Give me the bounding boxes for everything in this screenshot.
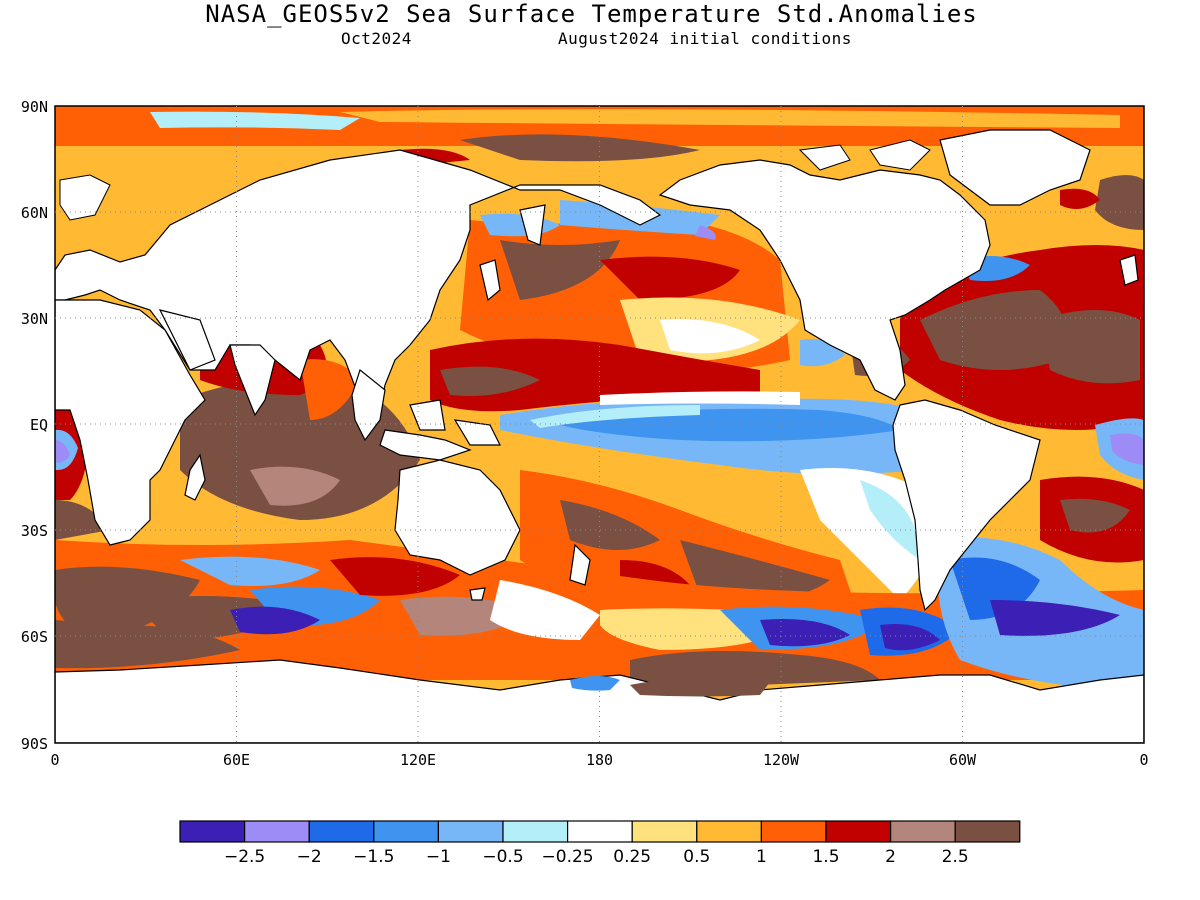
colorbar-tick-label: 1.5 xyxy=(812,847,839,867)
init-conditions-label: August2024 initial conditions xyxy=(558,29,852,48)
colorbar-tick-label: 2 xyxy=(885,847,896,867)
colorbar-swatch xyxy=(502,820,569,843)
colorbar-tick-label: −1.5 xyxy=(353,847,394,867)
colorbar-swatch xyxy=(437,820,504,843)
colorbar-swatch xyxy=(308,820,375,843)
colorbar-swatch xyxy=(179,820,246,843)
colorbar-tick-label: −2.5 xyxy=(224,847,265,867)
colorbar: −2.5 −2 −1.5 −1 −0.5 −0.25 0.25 0.5 1 1.5 2 2.5 xyxy=(179,820,1021,867)
colorbar-swatch xyxy=(244,820,310,843)
lat-label-90s: 90S xyxy=(21,735,48,753)
lat-label-60s: 60S xyxy=(21,628,48,646)
colorbar-tick-label: −0.5 xyxy=(482,847,523,867)
colorbar-tick-label: −1 xyxy=(426,847,451,867)
colorbar-tick-label: 1 xyxy=(756,847,767,867)
lon-label-180: 180 xyxy=(586,751,613,769)
latitude-labels: 90N 60N 30N EQ 30S 60S 90S xyxy=(21,98,48,753)
lon-label-0-left: 0 xyxy=(50,751,59,769)
colorbar-swatch xyxy=(760,820,827,843)
colorbar-tick-label: 2.5 xyxy=(942,847,969,867)
lon-label-120e: 120E xyxy=(400,751,436,769)
colorbar-tick-label: −2 xyxy=(297,847,322,867)
colorbar-swatch xyxy=(696,820,762,843)
colorbar-tick-label: 0.5 xyxy=(683,847,710,867)
lat-label-60n: 60N xyxy=(21,204,48,222)
valid-month-label: Oct2024 xyxy=(341,29,412,48)
lat-label-30s: 30S xyxy=(21,522,48,540)
lat-label-eq: EQ xyxy=(30,416,48,434)
colorbar-tick-label: −0.25 xyxy=(542,847,594,867)
map-title: NASA_GEOS5v2 Sea Surface Temperature Std… xyxy=(205,0,978,28)
lon-label-60w: 60W xyxy=(949,751,977,769)
colorbar-tick-label: 0.25 xyxy=(613,847,651,867)
longitude-labels: 0 60E 120E 180 120W 60W 0 xyxy=(50,751,1148,769)
colorbar-swatch xyxy=(566,820,633,843)
colorbar-swatch xyxy=(889,820,956,843)
colorbar-swatch xyxy=(954,820,1021,843)
lat-label-90n: 90N xyxy=(21,98,48,116)
lon-label-120w: 120W xyxy=(763,751,800,769)
lon-label-0-right: 0 xyxy=(1139,751,1148,769)
lat-label-30n: 30N xyxy=(21,310,48,328)
graticule xyxy=(55,106,1144,743)
colorbar-swatch xyxy=(631,820,698,843)
colorbar-swatch xyxy=(825,820,892,843)
colorbar-swatch xyxy=(373,820,439,843)
lon-label-60e: 60E xyxy=(223,751,250,769)
